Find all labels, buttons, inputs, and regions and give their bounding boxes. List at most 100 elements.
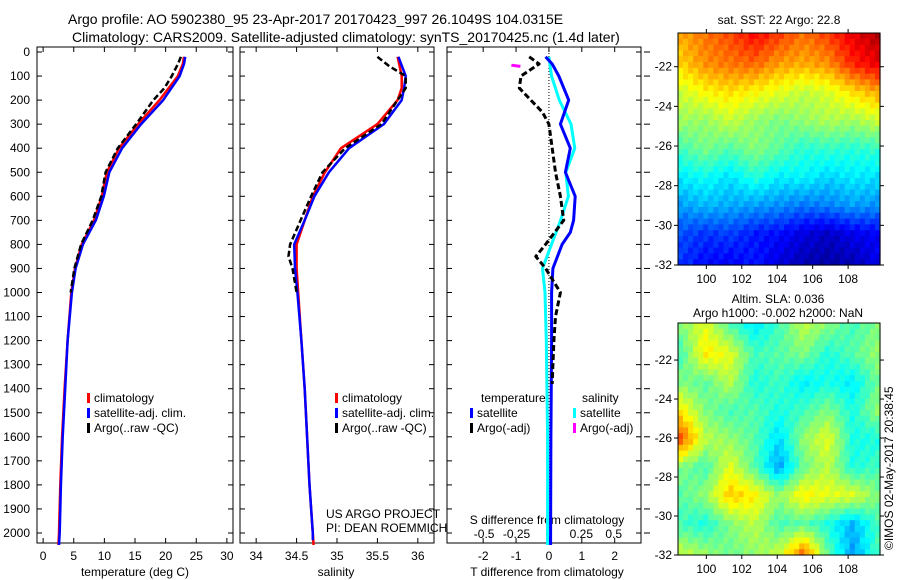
map-cell xyxy=(703,537,709,544)
map-cell xyxy=(864,328,871,336)
map-cell xyxy=(794,44,800,51)
map-cell xyxy=(864,154,871,162)
map-cell xyxy=(864,520,871,527)
map-cell xyxy=(723,462,730,469)
map-cell xyxy=(733,369,740,376)
map-cell xyxy=(814,166,820,173)
map-cell xyxy=(834,334,841,341)
map-cell xyxy=(768,120,775,127)
map-cell xyxy=(678,247,684,254)
map-cell xyxy=(768,253,775,260)
map-cell xyxy=(733,236,740,243)
map-cell xyxy=(809,410,815,417)
map-cell xyxy=(678,543,684,550)
map-cell xyxy=(809,392,815,399)
map-cell xyxy=(829,56,836,63)
map-cell xyxy=(763,410,770,417)
map-cell xyxy=(713,143,719,150)
depth-tick-label: 1100 xyxy=(4,310,30,324)
map-cell xyxy=(774,357,780,365)
map-cell xyxy=(743,85,750,92)
map-cell xyxy=(844,369,851,376)
map-cell xyxy=(875,62,881,69)
map-cell xyxy=(753,212,760,220)
map-cell xyxy=(854,207,861,214)
map-cell xyxy=(859,328,866,336)
depth-tick-label: 1800 xyxy=(3,478,30,492)
map-frame xyxy=(677,322,881,556)
map-cell xyxy=(723,247,730,254)
map-cell xyxy=(834,421,841,428)
map-cell xyxy=(849,189,856,196)
map-cell xyxy=(844,230,851,237)
map-cell xyxy=(678,79,684,86)
map-cell xyxy=(763,433,770,440)
map-cell xyxy=(804,195,810,202)
map-cell xyxy=(728,50,735,57)
map-cell xyxy=(738,120,745,127)
map-cell xyxy=(688,44,694,51)
map-cell xyxy=(743,91,750,98)
map-cell xyxy=(809,120,815,127)
map-cell xyxy=(758,363,765,370)
map-cell xyxy=(804,212,810,220)
map-cell xyxy=(779,154,785,162)
map-cell xyxy=(844,433,851,440)
map-cell xyxy=(743,259,750,266)
map-cell xyxy=(758,468,765,475)
map-cell xyxy=(849,357,856,365)
map-cell xyxy=(834,502,841,510)
map-cell xyxy=(839,381,846,388)
map-cell xyxy=(839,96,846,104)
map-cell xyxy=(723,44,730,51)
map-cell xyxy=(738,38,745,46)
series-climatology-line xyxy=(57,56,186,546)
map-cell xyxy=(693,91,699,98)
map-cell xyxy=(708,50,714,57)
map-cell xyxy=(688,201,694,208)
map-cell xyxy=(789,224,795,231)
map-cell xyxy=(774,241,780,249)
map-cell xyxy=(784,102,790,109)
map-cell xyxy=(723,85,730,92)
map-cell xyxy=(738,381,745,388)
map-cell xyxy=(829,224,836,231)
map-cell xyxy=(784,91,790,98)
map-cell xyxy=(733,433,740,440)
map-cell xyxy=(819,160,825,167)
map-cell xyxy=(834,85,841,92)
map-cell xyxy=(819,33,825,40)
map-cell xyxy=(723,508,730,515)
map-cell xyxy=(789,444,795,452)
map-cell xyxy=(804,398,810,405)
map-cell xyxy=(794,96,800,104)
map-cell xyxy=(748,44,755,51)
map-cell xyxy=(849,38,856,46)
map-cell xyxy=(774,520,780,527)
map-cell xyxy=(698,357,704,365)
map-cell xyxy=(814,85,820,92)
map-cell xyxy=(698,439,704,446)
map-cell xyxy=(789,114,795,121)
map-cell xyxy=(839,120,846,127)
map-cell xyxy=(844,462,851,469)
s-satellite-diff-line xyxy=(541,56,577,545)
map-cell xyxy=(758,352,765,359)
map-cell xyxy=(718,433,724,440)
map-cell xyxy=(875,50,881,57)
map-cell xyxy=(779,450,785,457)
map-cell xyxy=(809,508,815,515)
map-cell xyxy=(738,91,745,98)
map-cell xyxy=(875,241,881,249)
map-cell xyxy=(768,369,775,376)
map-cell xyxy=(758,85,765,92)
map-cell xyxy=(844,224,851,231)
map-cell xyxy=(839,427,846,434)
map-cell xyxy=(834,468,841,475)
map-cell xyxy=(743,357,750,365)
map-cell xyxy=(768,485,775,492)
map-cell xyxy=(683,526,689,533)
map-cell xyxy=(834,537,841,544)
map-cell xyxy=(748,131,755,138)
map-cell xyxy=(875,473,881,481)
